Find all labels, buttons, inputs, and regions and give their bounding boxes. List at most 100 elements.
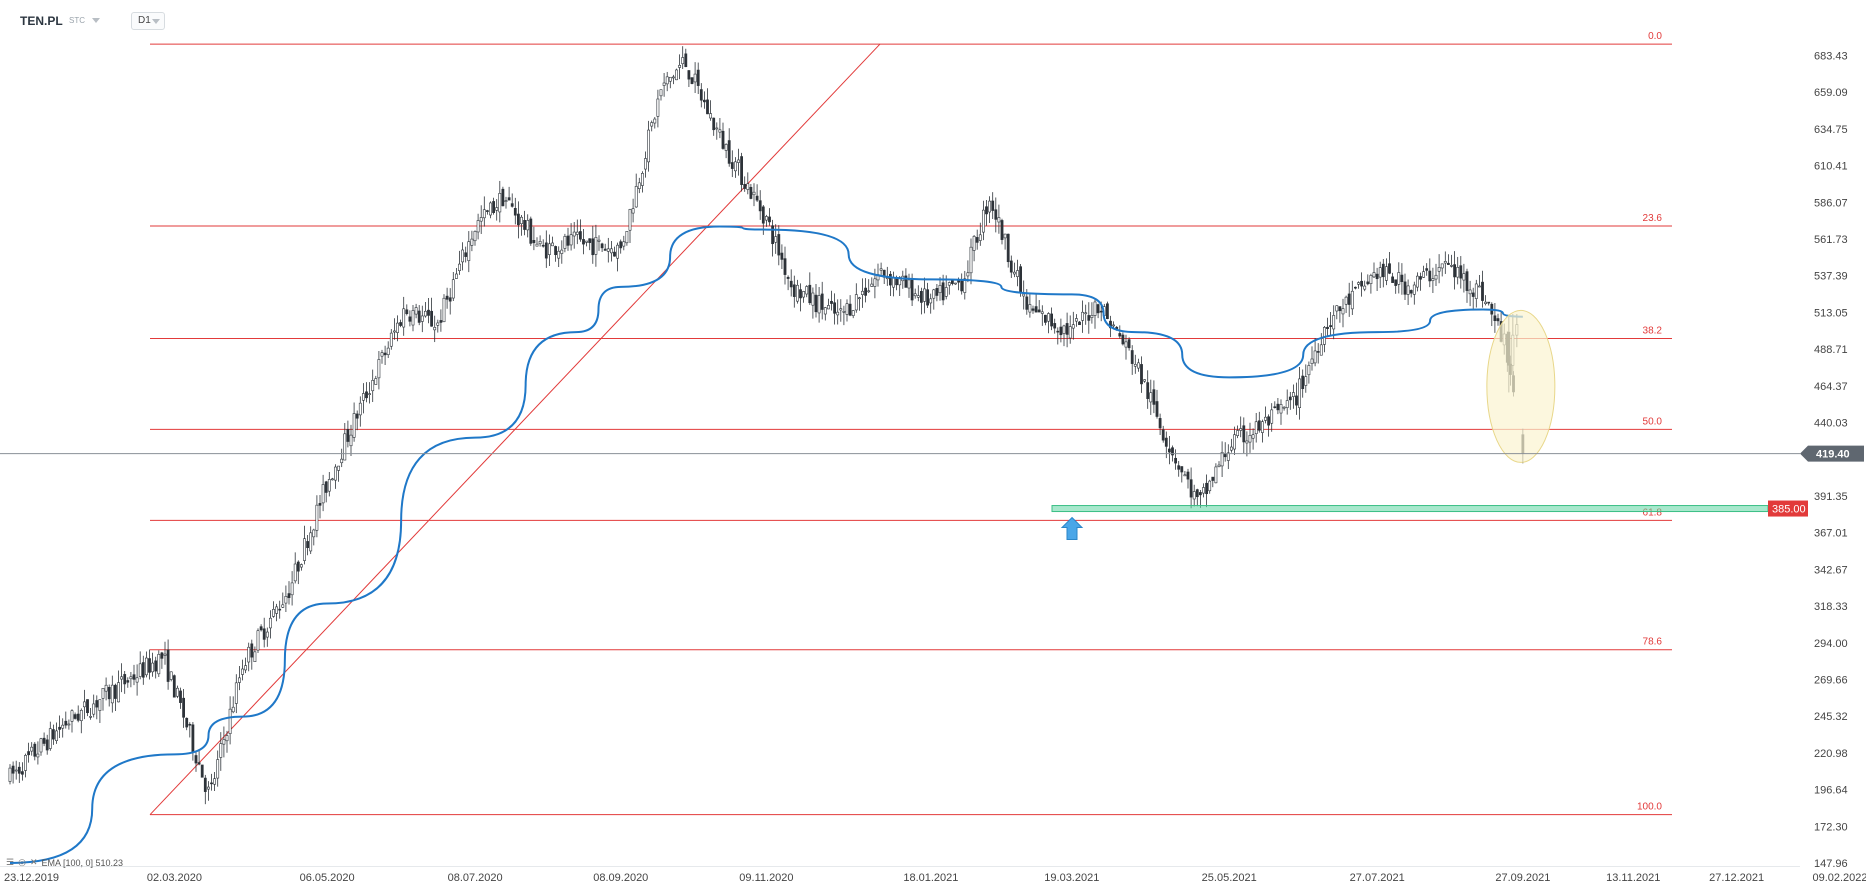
candle-body xyxy=(1242,425,1246,443)
candle-body xyxy=(1047,313,1050,322)
candle-body xyxy=(172,675,176,698)
candle-body xyxy=(11,765,15,774)
candle xyxy=(1319,333,1323,356)
candle-body xyxy=(268,617,272,629)
candle xyxy=(1003,233,1007,250)
candle-body xyxy=(594,237,598,255)
price-axis-tick: 367.01 xyxy=(1814,528,1848,540)
candle-body xyxy=(1372,272,1376,278)
candle xyxy=(396,315,399,342)
price-axis-tick: 245.32 xyxy=(1814,711,1848,723)
candle-body xyxy=(485,210,489,212)
candle-body xyxy=(1313,350,1317,364)
candle xyxy=(929,293,933,314)
price-axis-tick: 172.30 xyxy=(1814,821,1848,833)
candle-body xyxy=(1378,267,1382,278)
candle xyxy=(606,237,610,263)
candle xyxy=(1037,300,1041,313)
candle xyxy=(281,592,285,609)
candle-body xyxy=(684,53,688,68)
candle xyxy=(126,677,130,688)
candle-body xyxy=(1329,325,1333,328)
candle xyxy=(1403,273,1407,300)
candle xyxy=(343,422,347,461)
time-axis-tick: 06.05.2020 xyxy=(300,872,355,884)
eye-icon[interactable]: ◎ xyxy=(18,857,26,867)
candle-body xyxy=(228,708,232,734)
candle xyxy=(842,305,846,326)
candle-body xyxy=(396,322,399,333)
candle-body xyxy=(625,231,629,244)
candle-body xyxy=(306,541,310,549)
candle-body xyxy=(1344,296,1348,305)
candle xyxy=(306,535,310,556)
list-icon[interactable]: ☰ xyxy=(6,857,15,867)
candle-body xyxy=(969,246,973,274)
candle xyxy=(833,293,837,325)
candle-body xyxy=(253,651,257,662)
candle-body xyxy=(1468,289,1472,295)
candle xyxy=(179,687,182,709)
candle xyxy=(1087,302,1091,334)
candle xyxy=(256,628,260,653)
candle xyxy=(414,303,418,319)
overlays xyxy=(0,225,1800,864)
candle-body xyxy=(1031,308,1035,311)
candle-body xyxy=(823,307,827,315)
candle-body xyxy=(857,297,861,300)
candle-body xyxy=(1230,446,1233,451)
symbol-dropdown-icon[interactable] xyxy=(92,18,100,23)
candle xyxy=(817,286,821,323)
candle xyxy=(1056,327,1060,345)
candle-body xyxy=(132,674,136,680)
candle-body xyxy=(70,710,74,722)
candle xyxy=(1431,267,1435,293)
candle xyxy=(616,242,620,272)
candle xyxy=(938,277,942,301)
candle-body xyxy=(1059,326,1063,336)
candle-body xyxy=(39,738,43,753)
candle-body xyxy=(1112,324,1116,327)
candle xyxy=(755,184,759,203)
candle-body xyxy=(609,248,613,254)
candle xyxy=(1341,298,1345,328)
price-axis-tick: 269.66 xyxy=(1814,674,1848,686)
candle xyxy=(826,298,830,310)
candle-body xyxy=(1406,285,1410,295)
candle-body xyxy=(563,236,567,249)
symbol-label[interactable]: TEN.PL xyxy=(20,14,63,28)
candle xyxy=(464,246,468,263)
candle-body xyxy=(650,122,654,127)
candle xyxy=(135,664,139,696)
price-axis-tick: 683.43 xyxy=(1814,51,1848,63)
candle-body xyxy=(1447,262,1450,265)
time-axis-tick: 23.12.2019 xyxy=(4,872,59,884)
candle-body xyxy=(1044,314,1047,323)
candle-body xyxy=(1127,339,1131,349)
candle-body xyxy=(188,723,192,726)
candle-body xyxy=(662,82,666,86)
timeframe-select[interactable]: D1 xyxy=(131,12,165,30)
candle-body xyxy=(1292,392,1295,397)
candle-body xyxy=(1062,325,1066,334)
candle xyxy=(79,708,83,734)
candle xyxy=(250,639,254,670)
candle-body xyxy=(296,561,300,572)
candle-body xyxy=(1453,264,1457,278)
close-icon[interactable]: ✕ xyxy=(29,857,38,867)
candle-body xyxy=(324,481,328,493)
candle xyxy=(1183,470,1187,477)
candle-body xyxy=(910,279,914,301)
candle xyxy=(1012,262,1016,278)
candle-body xyxy=(408,316,412,322)
candle-body xyxy=(1056,330,1060,333)
candle-body xyxy=(1416,275,1419,288)
candle xyxy=(123,671,127,694)
support-price-label: 385.00 xyxy=(1772,504,1806,516)
candle-body xyxy=(513,208,517,216)
candle xyxy=(1264,406,1267,424)
candle-body xyxy=(79,710,83,722)
candle xyxy=(932,288,936,310)
candle xyxy=(1304,364,1308,393)
